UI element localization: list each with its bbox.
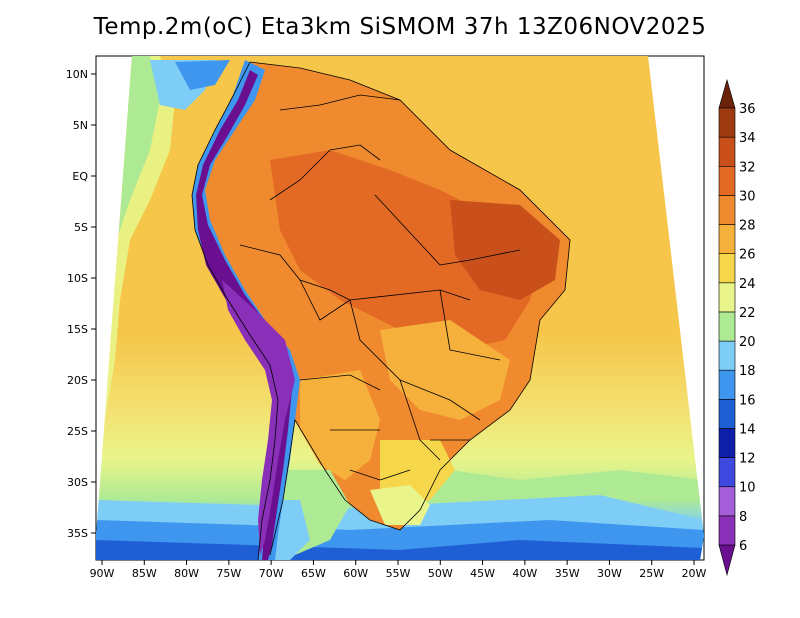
field-layer [96, 56, 704, 560]
colorbar-bin [718, 107, 736, 138]
lon-tick-label: 65W [301, 567, 326, 580]
lat-tick-label: EQ [72, 170, 88, 183]
colorbar-label: 22 [739, 306, 756, 321]
colorbar-bin [718, 136, 736, 167]
lat-tick-label: 10S [67, 272, 88, 285]
colorbar-label: 26 [739, 248, 756, 263]
colorbar-bin [718, 486, 736, 517]
colorbar-bin [718, 515, 736, 546]
colorbar-bin [718, 399, 736, 429]
colorbar-label: 18 [739, 364, 756, 379]
colorbar: 6 8 10 12 14 16 18 20 22 24 26 28 30 32 34 36 [718, 78, 756, 577]
lon-tick-label: 80W [174, 567, 199, 580]
colorbar-bin [718, 311, 736, 342]
lon-tick-label: 55W [386, 567, 411, 580]
lon-tick-label: 20W [682, 567, 707, 580]
colorbar-bin [718, 195, 736, 225]
colorbar-label: 8 [739, 510, 747, 525]
lat-tick-label: 35S [67, 527, 88, 540]
map-title: Temp.2m(oC) Eta3km SiSMOM 37h 13Z06NOV20… [93, 14, 707, 40]
lat-tick-label: 30S [67, 476, 88, 489]
lon-tick-label: 35W [555, 567, 580, 580]
lat-tick-label: 15S [67, 323, 88, 336]
colorbar-label: 10 [739, 481, 756, 496]
colorbar-label: 12 [739, 452, 756, 467]
colorbar-label: 36 [739, 102, 756, 117]
lon-tick-label: 75W [216, 567, 241, 580]
lon-tick-label: 45W [470, 567, 495, 580]
lat-tick-label: 10N [66, 68, 88, 81]
lon-tick-label: 25W [639, 567, 664, 580]
lat-tick-label: 5N [73, 119, 88, 132]
colorbar-bin [718, 457, 736, 488]
borders [191, 61, 571, 560]
colorbar-bin [718, 369, 736, 400]
coastline [191, 61, 571, 560]
amazon-hot-core [270, 150, 545, 350]
southern-band-3 [96, 540, 704, 560]
andes-purple-core [222, 280, 295, 555]
lon-tick-label: 50W [428, 567, 453, 580]
colorbar-label: 14 [739, 422, 756, 437]
colorbar-bin [718, 282, 736, 313]
colorbar-max-triangle [718, 78, 736, 109]
lat-tick-label: 25S [67, 425, 88, 438]
lon-tick-label: 70W [259, 567, 284, 580]
lon-axis: 90W 85W 80W 75W 70W 65W 60W 55W 50W 45W 40W 35W 30W 2… [90, 560, 707, 580]
colorbar-bin [718, 253, 736, 284]
argentina-warm [300, 370, 380, 480]
central-plateau [380, 320, 510, 420]
southern-cone-borders [299, 374, 411, 481]
lat-tick-label: 20S [67, 374, 88, 387]
colorbar-label: 16 [739, 393, 756, 408]
colorbar-bin [718, 165, 736, 196]
northeast-hot-core [450, 200, 560, 300]
colorbar-bin [718, 428, 736, 458]
colorbar-bin [718, 224, 736, 254]
colorbar-label: 32 [739, 160, 756, 175]
lon-tick-label: 60W [343, 567, 368, 580]
colorbar-min-triangle [718, 544, 736, 577]
colorbar-bin [718, 340, 736, 371]
colorbar-label: 6 [739, 539, 747, 554]
colorbar-label: 20 [739, 335, 756, 350]
pacific-blue-patch [175, 60, 230, 90]
lon-tick-label: 40W [512, 567, 537, 580]
colorbar-label: 28 [739, 219, 756, 234]
lon-tick-label: 90W [90, 567, 115, 580]
lat-tick-label: 5S [74, 221, 88, 234]
colorbar-label: 24 [739, 277, 756, 292]
lat-axis: 10N 5N EQ 5S 10S 15S 20S 25S 30S 35S [66, 68, 96, 540]
lon-tick-label: 85W [132, 567, 157, 580]
colorbar-label: 34 [739, 131, 756, 146]
colorbar-label: 30 [739, 189, 756, 204]
states-borders [299, 194, 521, 441]
brazil-border [239, 94, 441, 461]
lon-tick-label: 30W [597, 567, 622, 580]
